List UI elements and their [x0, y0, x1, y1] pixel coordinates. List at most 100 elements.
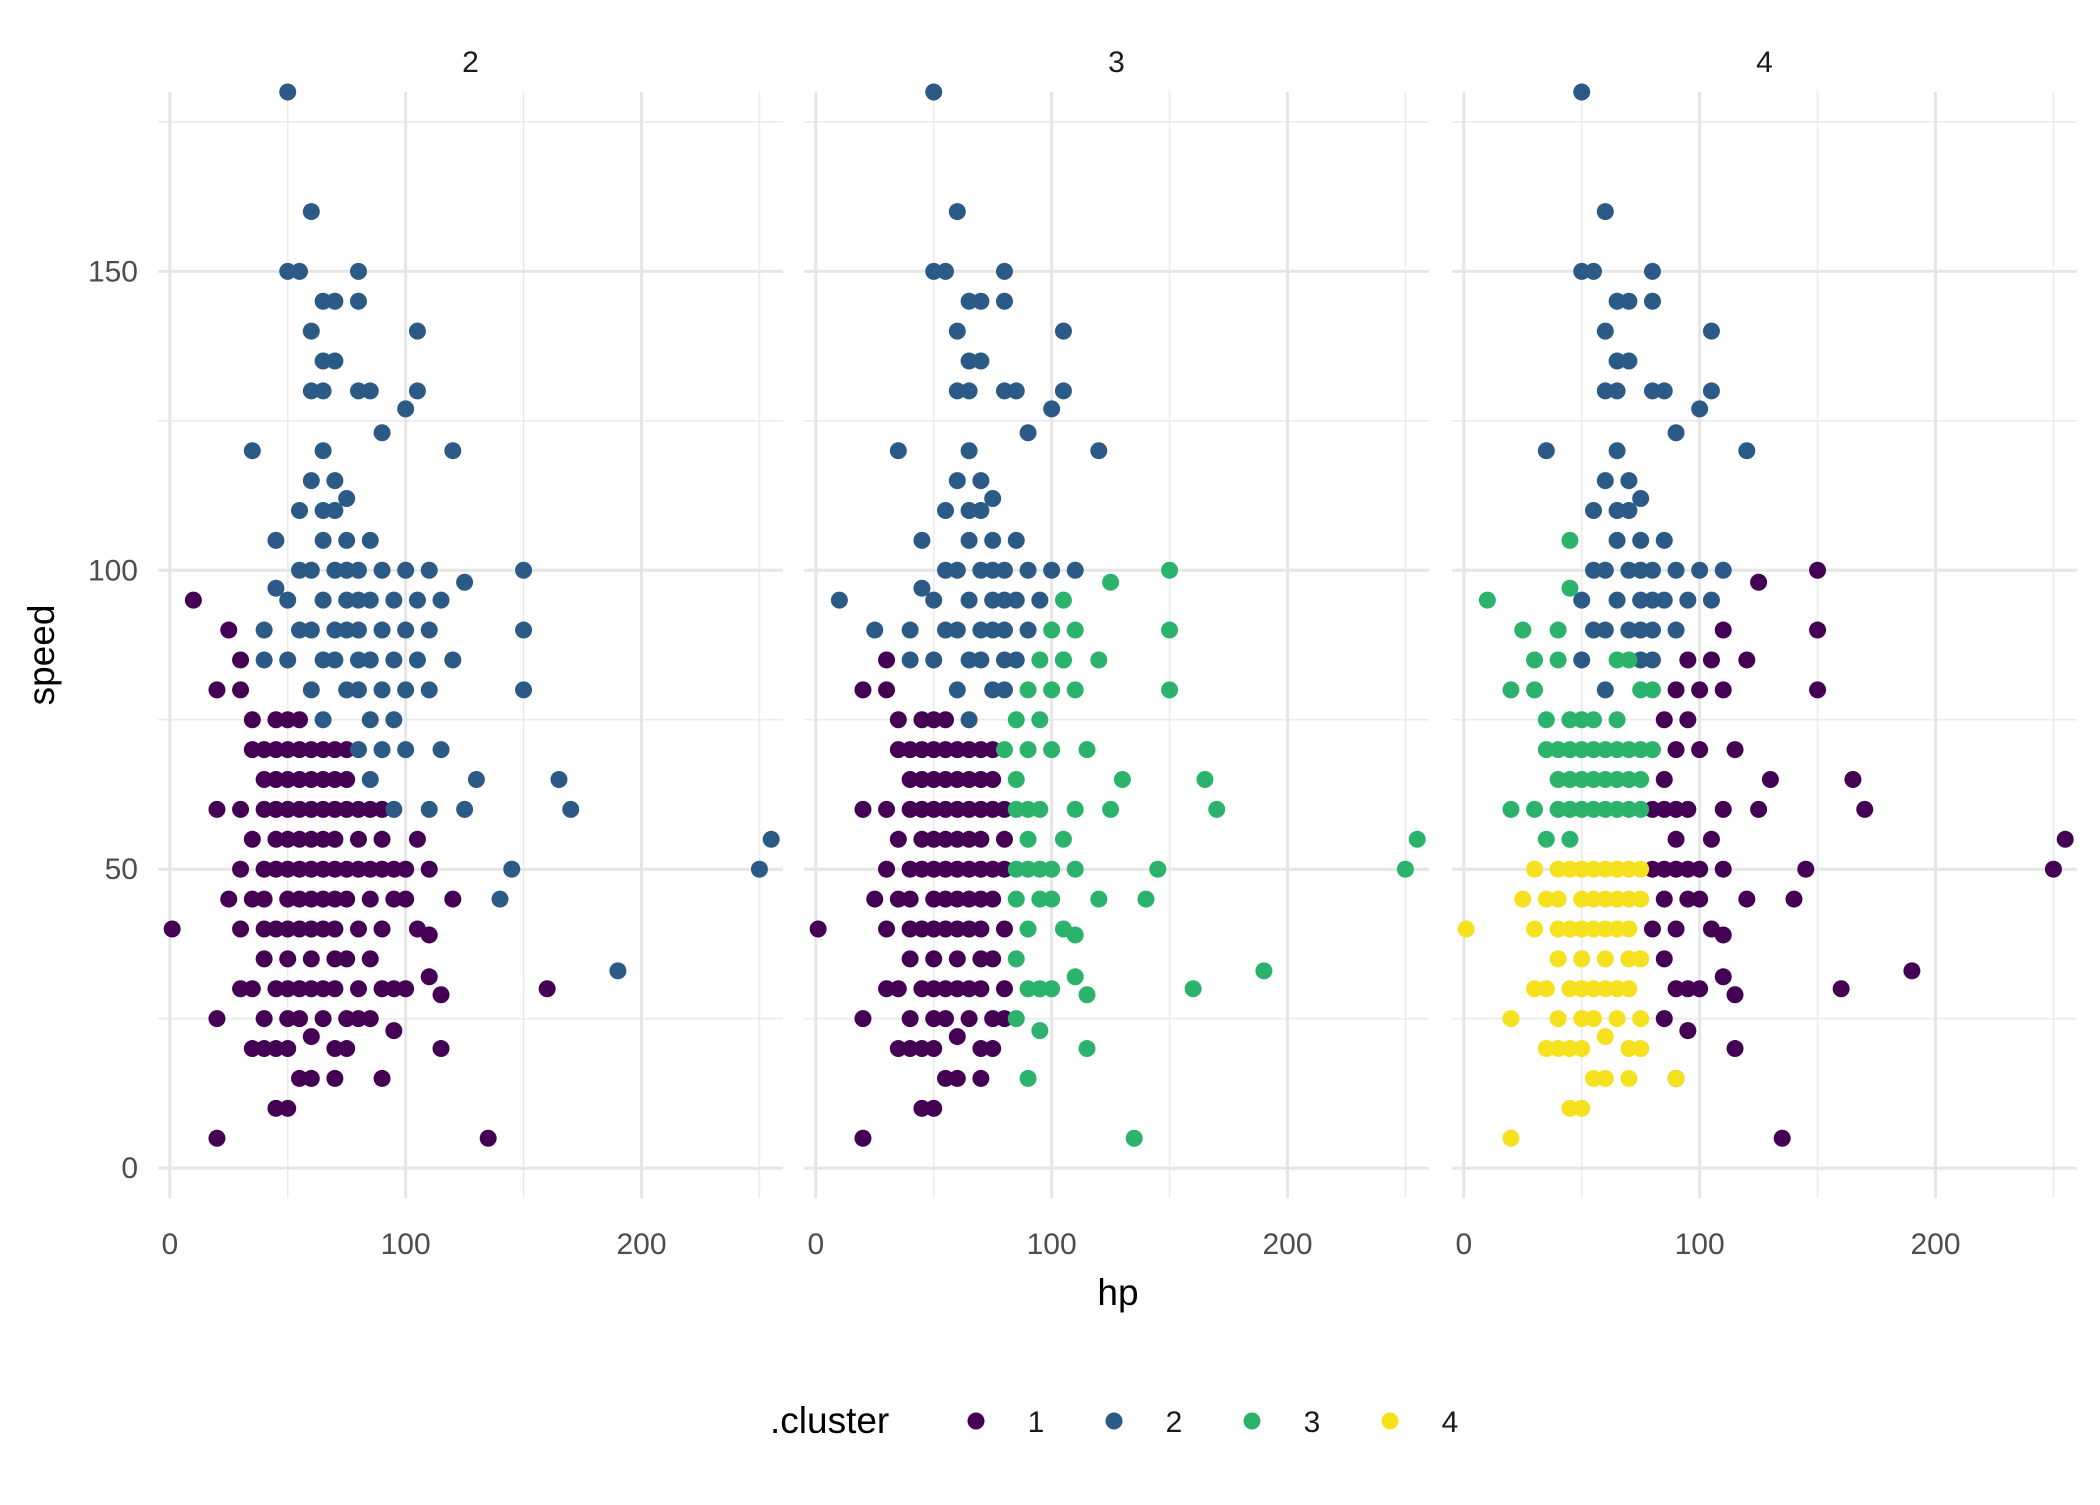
data-point [1702, 382, 1720, 400]
data-point [1019, 681, 1037, 699]
data-point [302, 1028, 320, 1046]
data-point [1714, 968, 1732, 986]
legend-entry-4: 4 [1381, 1406, 1458, 1439]
data-point [984, 561, 1002, 579]
data-point [267, 741, 285, 759]
data-point [314, 292, 332, 310]
data-point [925, 950, 943, 968]
data-point [960, 352, 978, 370]
data-point [1478, 591, 1496, 609]
data-point [984, 890, 1002, 908]
data-point [349, 860, 367, 878]
data-point [208, 800, 226, 818]
data-point [937, 1010, 955, 1028]
data-point [1549, 651, 1567, 669]
facet-panel-3: 3 [804, 46, 1429, 1198]
data-point [1561, 980, 1579, 998]
data-point [1620, 860, 1638, 878]
data-point [1620, 771, 1638, 789]
data-point [878, 920, 896, 938]
data-point [1043, 860, 1061, 878]
series-cluster-1 [809, 651, 1013, 1147]
data-point [1702, 651, 1720, 669]
legend-key [1105, 1412, 1123, 1430]
data-point [913, 1099, 931, 1117]
data-point [1679, 980, 1697, 998]
data-point [397, 741, 415, 759]
data-point [1007, 950, 1025, 968]
data-point [373, 980, 391, 998]
data-point [1844, 771, 1862, 789]
data-point [1738, 890, 1756, 908]
data-point [267, 579, 285, 597]
data-point [1655, 1010, 1673, 1028]
data-point [972, 771, 990, 789]
data-point [1585, 860, 1603, 878]
data-point [1573, 1040, 1591, 1058]
data-point [1549, 1010, 1567, 1028]
data-point [1667, 1069, 1685, 1087]
data-point [326, 292, 344, 310]
data-point [1573, 741, 1591, 759]
data-point [1066, 621, 1084, 639]
legend-entry-3: 3 [1243, 1406, 1320, 1439]
data-point [1019, 424, 1037, 442]
data-point [1702, 591, 1720, 609]
data-point [515, 681, 533, 699]
data-point [1585, 741, 1603, 759]
data-point [1608, 352, 1626, 370]
data-point [1549, 890, 1567, 908]
data-point [901, 621, 919, 639]
data-point [1573, 1010, 1591, 1028]
data-point [255, 890, 273, 908]
data-point [948, 561, 966, 579]
data-point [1632, 890, 1650, 908]
legend-title: .cluster [770, 1400, 889, 1441]
data-point [326, 472, 344, 490]
data-point [361, 890, 379, 908]
data-point [232, 980, 250, 998]
data-point [972, 950, 990, 968]
data-point [232, 860, 250, 878]
data-point [1632, 490, 1650, 508]
y-axis-tick-labels: 0 50 100 150 [88, 255, 138, 1185]
data-point [1632, 591, 1650, 609]
data-point [397, 561, 415, 579]
data-point [1585, 501, 1603, 519]
data-point [1585, 800, 1603, 818]
data-point [1632, 1010, 1650, 1028]
data-point [432, 1040, 450, 1058]
legend-entry-1: 1 [967, 1406, 1044, 1439]
data-point [1561, 741, 1579, 759]
data-point [948, 830, 966, 848]
data-point [1655, 950, 1673, 968]
data-point [1549, 950, 1567, 968]
data-point [1620, 651, 1638, 669]
data-point [889, 741, 907, 759]
data-point [995, 651, 1013, 669]
data-point [1643, 920, 1661, 938]
data-point [762, 830, 780, 848]
data-point [1691, 860, 1709, 878]
data-point [338, 890, 356, 908]
data-point [1608, 980, 1626, 998]
data-point [1537, 741, 1555, 759]
data-point [361, 800, 379, 818]
y-tick-label: 150 [88, 255, 138, 288]
data-point [937, 830, 955, 848]
data-point [1667, 741, 1685, 759]
data-point [432, 591, 450, 609]
data-point [1031, 711, 1049, 729]
data-point [1043, 741, 1061, 759]
data-point [948, 1069, 966, 1087]
data-point [1019, 1069, 1037, 1087]
data-point [385, 860, 403, 878]
data-point [937, 262, 955, 280]
data-point [1643, 292, 1661, 310]
legend: .cluster 1 2 3 4 [770, 1400, 1458, 1441]
data-point [1078, 741, 1096, 759]
data-point [302, 771, 320, 789]
panels-layer: 2 3 4 [158, 46, 2077, 1198]
data-point [1620, 950, 1638, 968]
data-point [972, 621, 990, 639]
